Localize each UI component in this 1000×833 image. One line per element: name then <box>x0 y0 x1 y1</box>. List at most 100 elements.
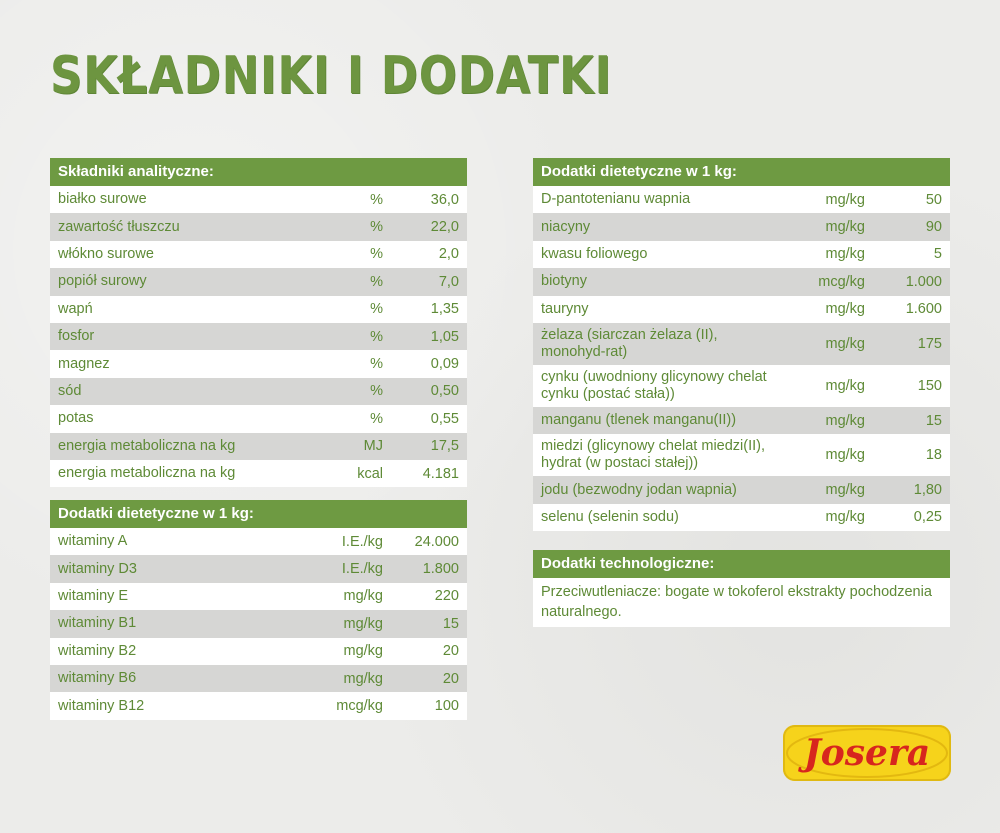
row-unit: mcg/kg <box>818 273 865 290</box>
row-value: 2,0 <box>438 246 459 263</box>
row-unit: mcg/kg <box>336 698 383 715</box>
row-value: 1,05 <box>430 328 459 345</box>
table-row: biotyny mcg/kg 1.000 <box>533 268 950 296</box>
row-value: 20 <box>442 643 459 660</box>
table-row: witaminy E mg/kg 220 <box>50 583 467 610</box>
table-row: kwasu foliowego mg/kg 5 <box>533 241 950 268</box>
row-name: kwasu foliowego <box>541 245 648 262</box>
additives-rows: D-pantotenianu wapnia mg/kg 50 niacyny mg/kg… <box>533 186 950 532</box>
row-unit: I.E./kg <box>341 561 383 578</box>
table-row: fosfor% 1,05 <box>50 322 467 351</box>
row-value: 50 <box>925 191 942 208</box>
table-row: selenu (selenin sodu) mg/kg 0,25 <box>533 504 950 531</box>
row-unit: mg/kg <box>825 482 866 499</box>
row-value: 0,09 <box>430 356 459 373</box>
row-name: jodu (bezwodny jodan wapnia) <box>541 481 737 498</box>
table-row: energia metaboliczna na kg MJ 17,5 <box>50 432 467 460</box>
table-row: magnez% 0,09 <box>50 350 467 377</box>
row-unit: mg/kg <box>825 335 866 352</box>
row-unit: % <box>370 356 383 373</box>
row-name: zawartość tłuszczu <box>58 218 180 235</box>
row-name: włókno surowe <box>58 245 154 262</box>
row-value: 1.600 <box>905 301 942 318</box>
table-row: niacyny mg/kg 90 <box>533 213 950 241</box>
row-name: D-pantotenianu wapnia <box>541 191 691 208</box>
table-row: sód% 0,50 <box>50 377 467 406</box>
row-name: witaminy D3 <box>58 560 137 577</box>
row-value: 0,25 <box>913 509 942 526</box>
row-value: 100 <box>434 698 459 715</box>
row-unit: mg/kg <box>825 219 866 236</box>
row-name: niacyny <box>541 218 591 235</box>
table-row: witaminy A I.E./kg 24.000 <box>50 528 467 555</box>
row-value: 1,35 <box>430 301 459 318</box>
row-unit: mg/kg <box>343 643 384 660</box>
table-row: D-pantotenianu wapnia mg/kg 50 <box>533 186 950 213</box>
analytic-header: Składniki analityczne: <box>50 158 467 186</box>
table-row: energia metaboliczna na kg kcal 4.181 <box>50 460 467 487</box>
vitamins-header: Dodatki dietetyczne w 1 kg: <box>50 500 467 528</box>
row-value: 0,55 <box>430 410 459 427</box>
row-value: 22,0 <box>430 219 459 236</box>
row-value: 17,5 <box>430 438 459 455</box>
row-unit: % <box>370 328 383 345</box>
table-row: wapń% 1,35 <box>50 296 467 323</box>
row-unit: I.E./kg <box>341 533 383 550</box>
row-name: wapń <box>58 300 93 317</box>
row-value: 5 <box>933 246 942 263</box>
table-row: potas% 0,55 <box>50 405 467 432</box>
row-value: 175 <box>917 335 942 352</box>
row-name: manganu (tlenek manganu(II)) <box>541 412 737 429</box>
row-value: 24.000 <box>414 533 459 550</box>
table-row: witaminy B1 mg/kg 15 <box>50 610 467 638</box>
row-value: 0,50 <box>430 383 459 400</box>
row-name: witaminy B1 <box>58 615 137 632</box>
row-value: 220 <box>434 588 459 605</box>
row-unit: % <box>370 273 383 290</box>
row-unit: mg/kg <box>343 670 384 687</box>
row-name: energia metaboliczna na kg <box>58 437 236 454</box>
table-row: włókno surowe% 2,0 <box>50 241 467 268</box>
row-name: biotyny <box>541 273 587 290</box>
josera-logo: Josera <box>783 725 951 781</box>
logo-text: Josera <box>798 732 931 774</box>
row-value: 90 <box>925 219 942 236</box>
row-name: cynku (uwodniony glicynowy chelat cynku … <box>541 368 767 402</box>
row-value: 15 <box>925 412 942 429</box>
table-row: manganu (tlenek manganu(II)) mg/kg 15 <box>533 406 950 435</box>
table-row: witaminy B12 mcg/kg 100 <box>50 692 467 719</box>
row-value: 150 <box>917 377 942 394</box>
row-unit: mg/kg <box>825 377 866 394</box>
analytic-table: Składniki analityczne: białko surowe% 36,… <box>50 158 467 488</box>
row-unit: mg/kg <box>825 191 866 208</box>
row-name: witaminy E <box>58 587 129 604</box>
row-name: magnez <box>58 355 110 372</box>
table-row: witaminy B6 mg/kg 20 <box>50 664 467 693</box>
row-unit: % <box>370 191 383 208</box>
table-row: popiół surowy% 7,0 <box>50 268 467 296</box>
row-unit: % <box>370 301 383 318</box>
row-name: witaminy A <box>58 533 128 550</box>
row-name: żelaza (siarczan żelaza (II), monohyd-ra… <box>541 326 718 360</box>
row-name: potas <box>58 410 94 427</box>
additives-header: Dodatki dietetyczne w 1 kg: <box>533 158 950 186</box>
row-name: popiół surowy <box>58 273 147 290</box>
row-value: 1.000 <box>905 273 942 290</box>
row-name: sód <box>58 382 82 399</box>
row-unit: % <box>370 383 383 400</box>
page-title: SKŁADNIKI I DODATKI <box>50 46 612 106</box>
row-name: fosfor <box>58 328 95 345</box>
table-row: witaminy B2 mg/kg 20 <box>50 638 467 665</box>
row-name: białko surowe <box>58 191 147 208</box>
table-row: białko surowe% 36,0 <box>50 186 467 213</box>
row-unit: kcal <box>357 465 383 482</box>
table-row: zawartość tłuszczu% 22,0 <box>50 213 467 241</box>
table-row: jodu (bezwodny jodan wapnia) mg/kg 1,80 <box>533 476 950 504</box>
josera-logo-icon: Josera <box>786 728 948 778</box>
row-value: 1,80 <box>913 482 942 499</box>
row-unit: mg/kg <box>825 447 866 464</box>
table-row: żelaza (siarczan żelaza (II), monohyd-ra… <box>533 322 950 365</box>
vitamins-table: Dodatki dietetyczne w 1 kg: witaminy A I.… <box>50 500 467 720</box>
analytic-rows: białko surowe% 36,0 zawartość tłuszczu% 22,… <box>50 186 467 488</box>
row-value: 15 <box>442 615 459 632</box>
